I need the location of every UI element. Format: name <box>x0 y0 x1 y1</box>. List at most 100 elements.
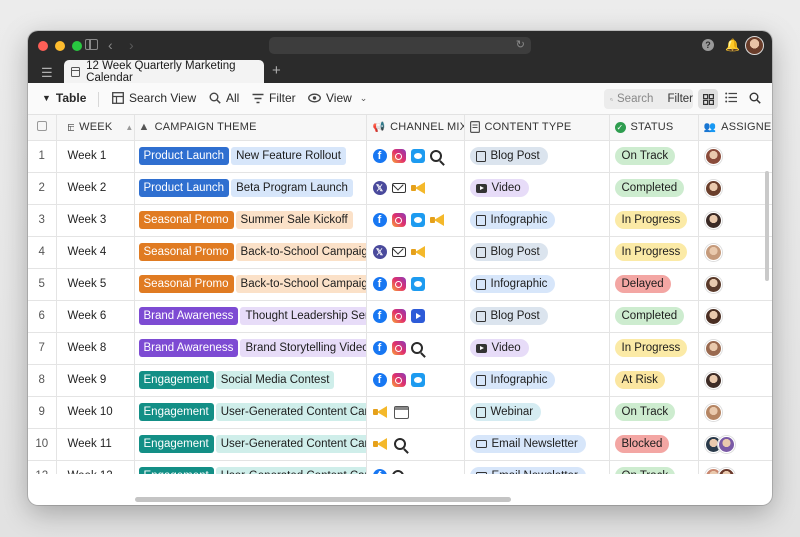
week-cell[interactable]: Week 11 <box>56 428 135 461</box>
week-cell[interactable]: Week 4 <box>56 236 135 269</box>
status-cell[interactable]: Completed <box>609 300 699 333</box>
status-cell[interactable]: Blocked <box>609 428 699 461</box>
new-tab-button[interactable]: + <box>272 62 281 79</box>
column-header-week[interactable]: WEEK ▲ <box>56 115 135 141</box>
week-cell[interactable]: Week 8 <box>56 332 135 365</box>
channel-cell[interactable]: f <box>366 204 465 237</box>
select-all-cell[interactable] <box>28 115 57 141</box>
status-cell[interactable]: On Track <box>609 140 699 173</box>
theme-cell[interactable]: Seasonal Promo Back-to-School Campaign <box>134 236 367 269</box>
minimize-window-button[interactable] <box>55 40 65 51</box>
week-cell[interactable]: Week 2 <box>56 172 135 205</box>
assignee-avatar[interactable] <box>704 403 722 421</box>
week-cell[interactable]: Week 3 <box>56 204 135 237</box>
view-switcher[interactable]: ▼ Table <box>42 91 86 105</box>
content-type-cell[interactable]: Video <box>464 172 610 205</box>
content-type-cell[interactable]: Video <box>464 332 610 365</box>
assigned-cell[interactable] <box>698 140 772 173</box>
channel-cell[interactable]: 𝕏 <box>366 172 465 205</box>
assignee-avatar[interactable] <box>704 179 722 197</box>
assigned-cell[interactable] <box>698 204 772 237</box>
back-arrow-icon[interactable]: ‹ <box>108 37 113 53</box>
column-header-theme[interactable]: ▲ CAMPAIGN THEME <box>134 115 367 141</box>
toolbar-search-button[interactable] <box>749 92 761 107</box>
table-row[interactable]: 7 Week 8 Brand Awareness Brand Storytelli… <box>28 332 772 365</box>
column-header-status[interactable]: ✓ STATUS <box>609 115 699 141</box>
assigned-cell[interactable] <box>698 236 772 269</box>
week-cell[interactable]: Week 10 <box>56 396 135 429</box>
assignee-avatar[interactable] <box>717 435 735 453</box>
column-header-content-type[interactable]: CONTENT TYPE <box>464 115 610 141</box>
assignee-avatar[interactable] <box>704 147 722 165</box>
theme-cell[interactable]: Engagement Social Media Contest <box>134 364 367 397</box>
reload-icon[interactable]: ↻ <box>515 39 525 51</box>
channel-cell[interactable] <box>366 428 465 461</box>
assignee-avatar[interactable] <box>704 371 722 389</box>
view-menu-button[interactable]: View ⌄ <box>308 91 367 105</box>
week-cell[interactable]: Week 9 <box>56 364 135 397</box>
maximize-window-button[interactable] <box>72 40 82 51</box>
content-type-cell[interactable]: Blog Post <box>464 300 610 333</box>
all-button[interactable]: All <box>209 91 239 105</box>
assigned-cell[interactable] <box>698 364 772 397</box>
assigned-cell[interactable] <box>698 268 772 301</box>
week-cell[interactable]: Week 1 <box>56 140 135 173</box>
help-icon[interactable]: ? <box>702 39 714 51</box>
assigned-cell[interactable] <box>698 300 772 333</box>
table-row[interactable]: 6 Week 6 Brand Awareness Thought Leadersh… <box>28 300 772 333</box>
column-header-assigned[interactable]: 👥 ASSIGNED TO <box>698 115 772 141</box>
column-header-channel[interactable]: 📢 CHANNEL MIX <box>366 115 465 141</box>
assigned-cell[interactable] <box>698 332 772 365</box>
list-view-button[interactable] <box>725 92 737 106</box>
select-all-checkbox[interactable] <box>36 120 47 131</box>
content-type-cell[interactable]: Infographic <box>464 204 610 237</box>
table-row[interactable]: 10 Week 11 Engagement User-Generated Cont… <box>28 428 772 461</box>
theme-cell[interactable]: Seasonal Promo Summer Sale Kickoff <box>134 204 367 237</box>
table-row[interactable]: 5 Week 5 Seasonal Promo Back-to-School Ca… <box>28 268 772 301</box>
status-cell[interactable]: In Progress <box>609 332 699 365</box>
table-row[interactable]: 2 Week 2 Product Launch Beta Program Laun… <box>28 172 772 205</box>
horizontal-scrollbar[interactable] <box>135 497 511 502</box>
search-view-button[interactable]: Search View <box>112 91 196 105</box>
assignee-avatar[interactable] <box>704 243 722 261</box>
week-cell[interactable]: Week 5 <box>56 268 135 301</box>
status-cell[interactable]: On Track <box>609 396 699 429</box>
content-type-cell[interactable]: Blog Post <box>464 236 610 269</box>
sort-up-icon[interactable]: ▲ <box>125 122 134 132</box>
week-cell[interactable]: Week 6 <box>56 300 135 333</box>
content-type-cell[interactable]: Blog Post <box>464 140 610 173</box>
channel-cell[interactable] <box>366 396 465 429</box>
assignee-avatar[interactable] <box>704 211 722 229</box>
theme-cell[interactable]: Product Launch Beta Program Launch <box>134 172 367 205</box>
filter-button[interactable]: Filter <box>252 91 296 105</box>
notification-bell-icon[interactable]: 🔔 <box>725 38 740 52</box>
assignee-avatar[interactable] <box>704 275 722 293</box>
menu-icon[interactable]: ☰ <box>41 65 53 80</box>
assigned-cell[interactable] <box>698 396 772 429</box>
status-cell[interactable]: At Risk <box>609 364 699 397</box>
table-row[interactable]: 1 Week 1 Product Launch New Feature Rollo… <box>28 140 772 173</box>
status-cell[interactable]: Completed <box>609 172 699 205</box>
table-row[interactable]: 3 Week 3 Seasonal Promo Summer Sale Kicko… <box>28 204 772 237</box>
close-window-button[interactable] <box>38 40 48 51</box>
channel-cell[interactable]: f <box>366 332 465 365</box>
channel-cell[interactable]: f <box>366 364 465 397</box>
channel-cell[interactable]: f <box>366 460 465 474</box>
table-row[interactable]: 9 Week 10 Engagement User-Generated Conte… <box>28 396 772 429</box>
channel-cell[interactable]: f <box>366 300 465 333</box>
assigned-cell[interactable] <box>698 460 772 474</box>
content-type-cell[interactable]: Infographic <box>464 364 610 397</box>
table-row[interactable]: 4 Week 4 Seasonal Promo Back-to-School Ca… <box>28 236 772 269</box>
user-avatar[interactable] <box>745 36 764 55</box>
content-type-cell[interactable]: Infographic <box>464 268 610 301</box>
channel-cell[interactable]: 𝕏 <box>366 236 465 269</box>
theme-cell[interactable]: Seasonal Promo Back-to-School Campaign <box>134 268 367 301</box>
assigned-cell[interactable] <box>698 428 772 461</box>
vertical-scrollbar[interactable] <box>765 171 769 281</box>
status-cell[interactable]: In Progress <box>609 236 699 269</box>
status-cell[interactable]: In Progress <box>609 204 699 237</box>
address-bar[interactable]: ↻ <box>269 37 531 54</box>
